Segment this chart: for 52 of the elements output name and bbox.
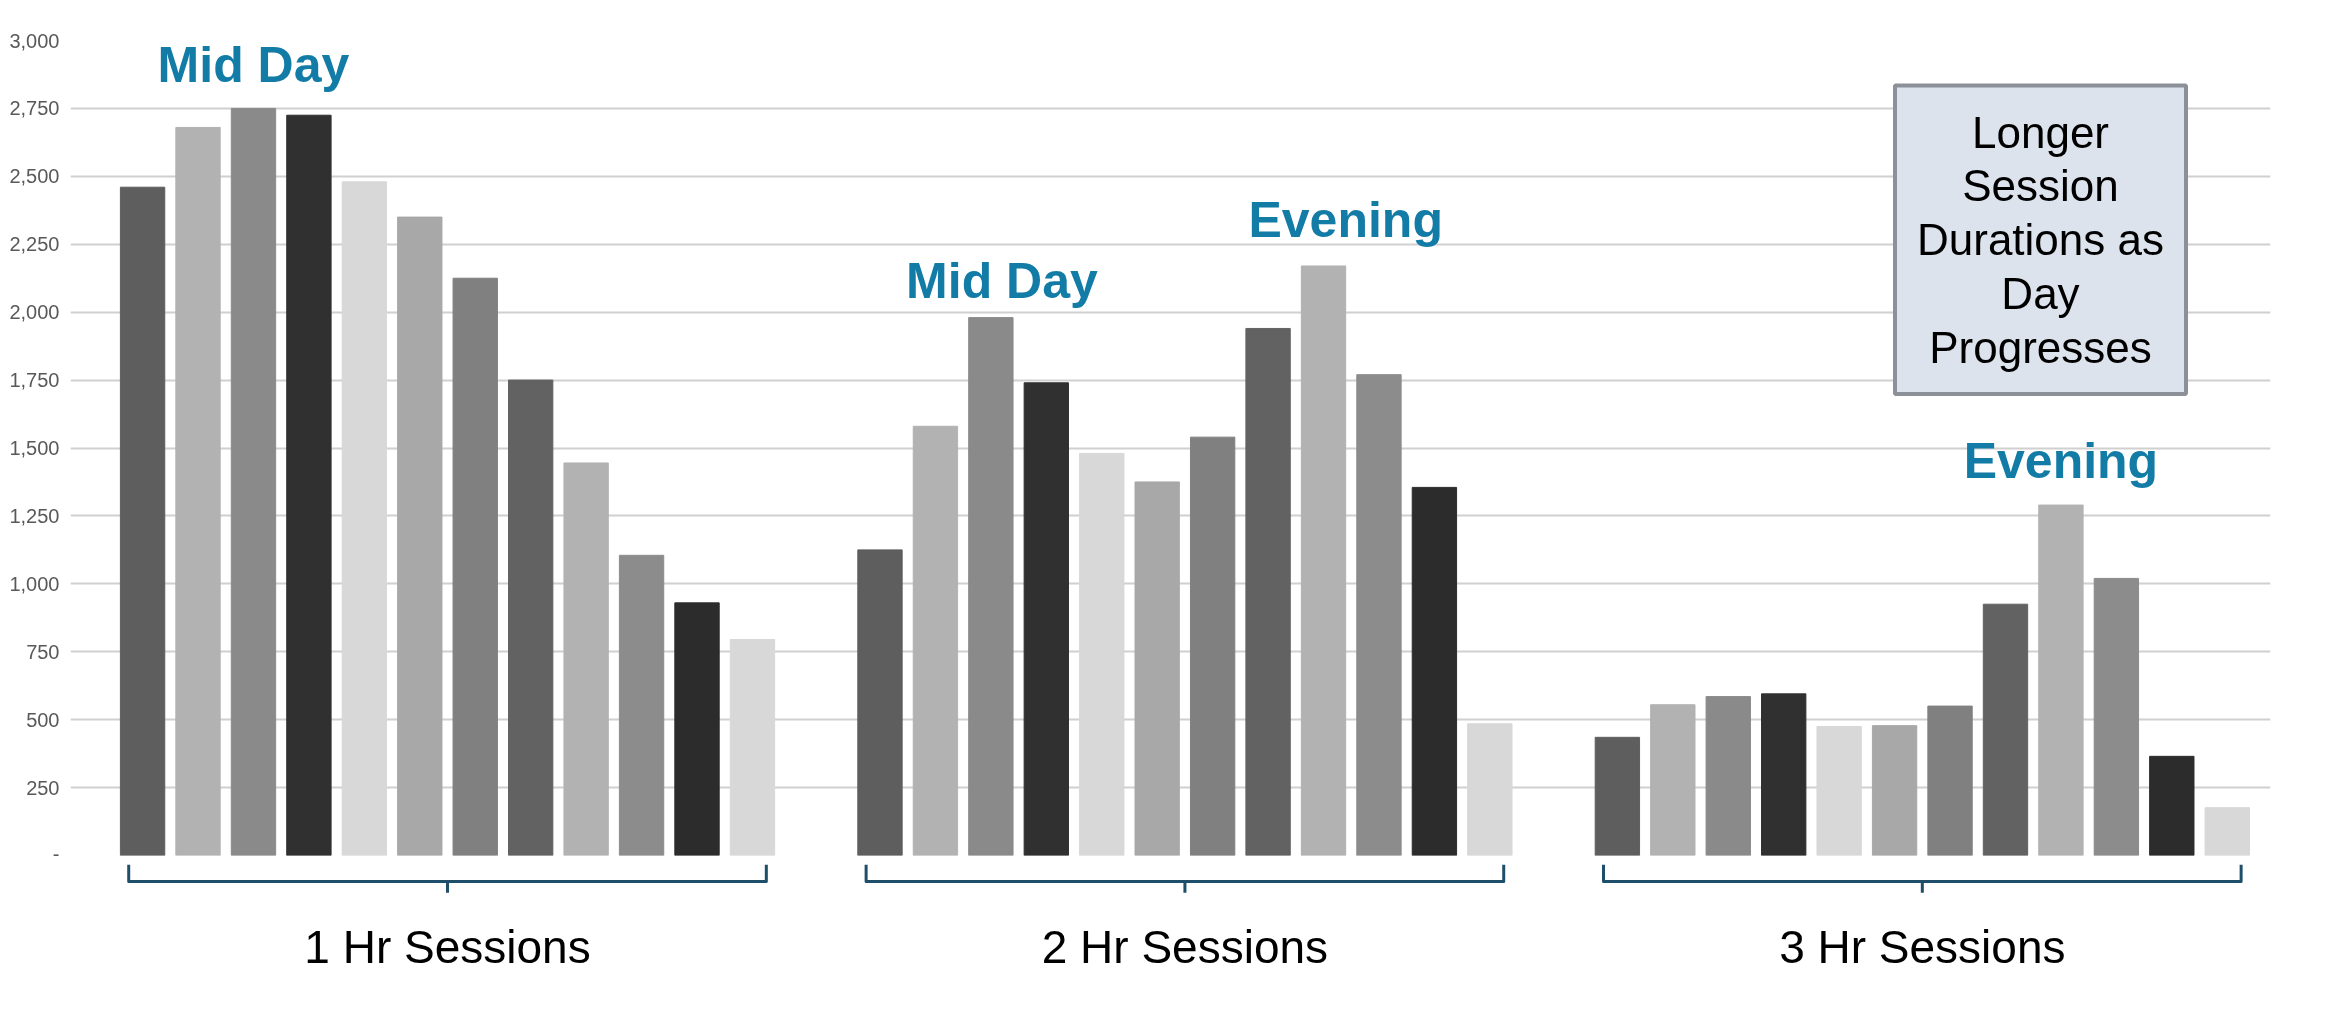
bar [563,462,609,856]
bar [2093,577,2140,856]
bar [452,277,498,856]
bar [1982,603,2029,856]
x-tick-label: 1 Hr Sessions [304,921,591,974]
bar [618,554,665,856]
y-tick-label: 2,000 [9,301,60,324]
bar [674,602,720,856]
y-tick-label: 3,000 [9,29,60,52]
y-tick-label: 1,000 [9,572,60,595]
y-tick-label: 500 [26,708,60,731]
y-tick-label: 2,500 [9,165,60,188]
y-tick-label: 1,500 [9,437,60,459]
bar [1411,486,1458,856]
y-tick-label: 2,750 [9,97,60,120]
y-tick-label: 1,250 [9,504,60,527]
bar [1705,696,1751,856]
x-tick-label: 2 Hr Sessions [1041,921,1329,974]
bar [175,126,221,856]
bar [1650,704,1696,856]
y-tick-label: 250 [26,776,60,799]
annotation: Longer Session Durations as Day Progresses [1917,107,2165,373]
y-tick-label: 750 [26,640,60,663]
bar [286,114,332,856]
bar [1134,481,1180,856]
bar [508,379,554,856]
bar [1245,327,1291,856]
bar [1300,265,1347,856]
bar [968,317,1014,856]
bar [2204,807,2250,856]
annotation: Evening [1963,432,2159,489]
bar [1356,374,1402,856]
bar [912,425,959,856]
bar [1594,736,1641,856]
bar [119,186,166,856]
bar [857,549,903,856]
bar [230,107,277,856]
bar [1761,693,1807,856]
bar [1927,705,1973,856]
bar [2038,504,2084,856]
y-tick-label: - [52,842,60,865]
x-tick-label: 3 Hr Sessions [1779,921,2066,974]
y-tick-label: 1,750 [9,369,60,392]
bar [1189,436,1236,856]
bar [2149,755,2195,856]
bar [397,216,443,856]
annotation: Evening [1248,192,1443,249]
y-tick-label: 2,250 [9,233,60,256]
bar [1871,725,1918,856]
bar [1023,382,1069,856]
annotation: Mid Day [906,253,1098,310]
annotation: Mid Day [157,37,350,94]
